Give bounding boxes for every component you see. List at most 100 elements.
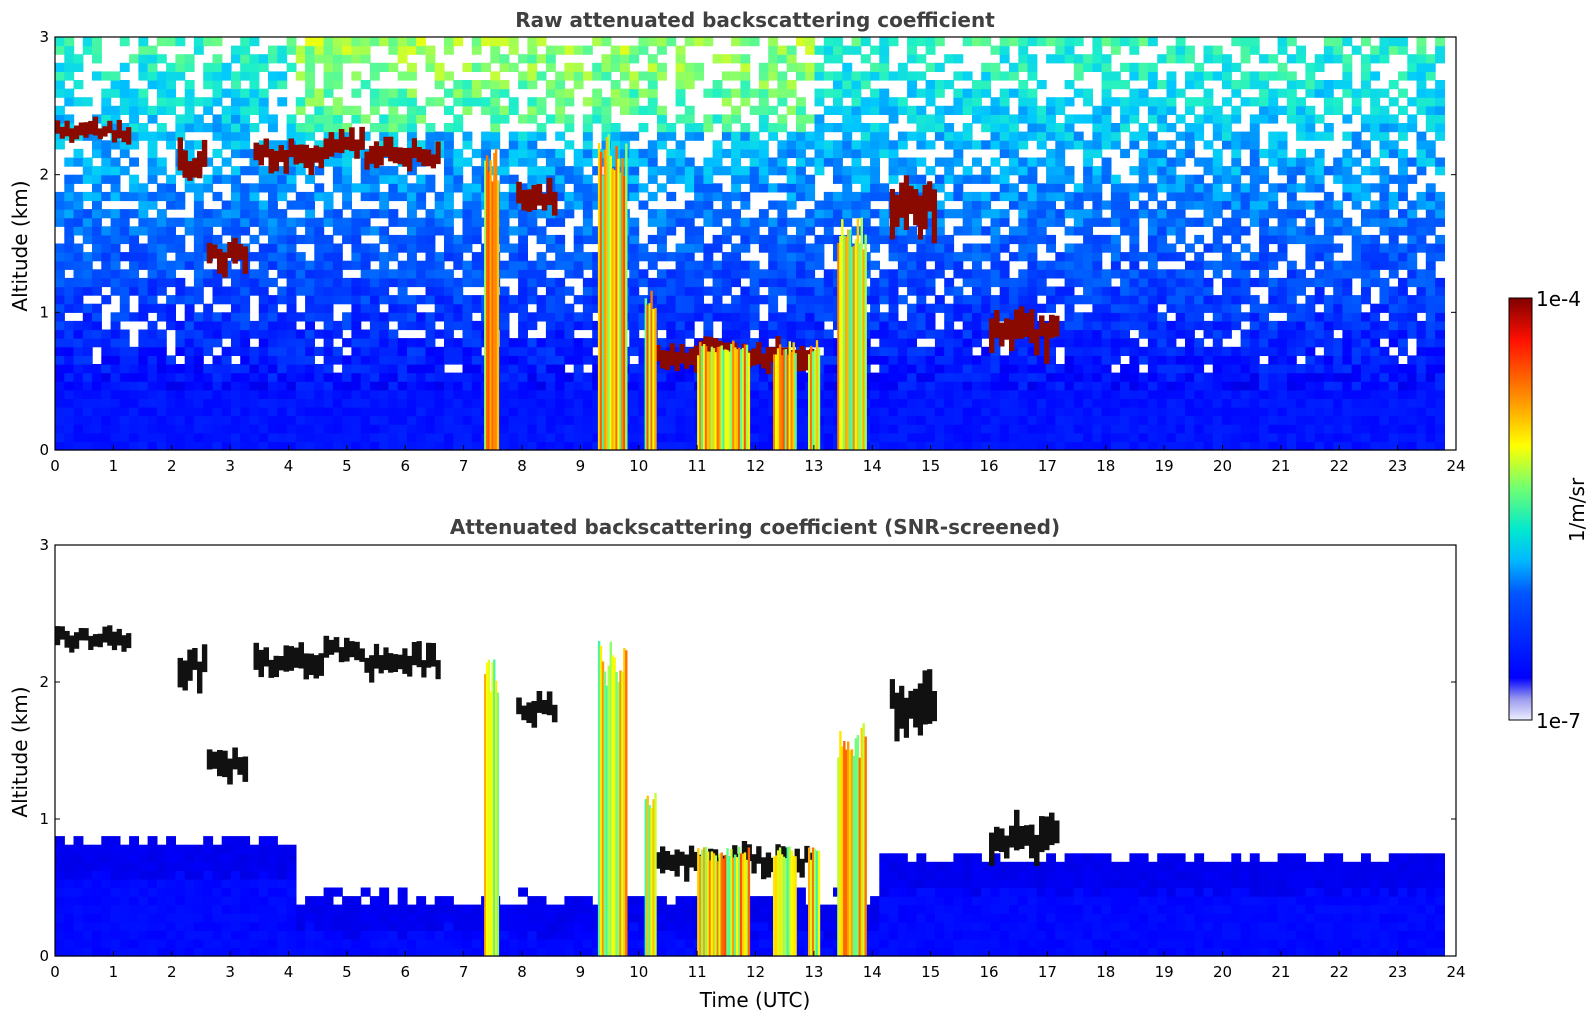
- field-cell: [166, 260, 176, 270]
- field-cell: [379, 131, 390, 141]
- field-cell: [814, 166, 825, 176]
- field-cell: [82, 174, 93, 184]
- field-cell: [1110, 131, 1121, 141]
- field-cell: [203, 407, 214, 417]
- field-cell: [332, 407, 343, 417]
- field-cell: [962, 243, 973, 253]
- field-cell: [240, 140, 251, 150]
- field-cell: [379, 166, 390, 176]
- field-cell: [731, 329, 741, 339]
- field-cell: [92, 174, 102, 184]
- field-cell: [110, 166, 121, 176]
- field-cell: [1129, 260, 1140, 270]
- field-cell: [842, 123, 853, 133]
- field-cell: [369, 398, 380, 408]
- field-cell: [342, 148, 352, 159]
- field-cell: [203, 226, 214, 236]
- field-cell: [82, 364, 93, 374]
- field-cell: [166, 243, 176, 253]
- field-cell: [675, 54, 686, 64]
- field-cell: [1009, 157, 1019, 167]
- field-cell: [1138, 123, 1149, 133]
- field-cell: [110, 381, 121, 391]
- field-cell: [203, 432, 214, 442]
- field-cell: [675, 381, 686, 391]
- field-cell: [1110, 243, 1121, 253]
- field-cell: [360, 183, 371, 193]
- field-cell: [721, 226, 732, 236]
- field-cell: [258, 303, 269, 313]
- field-cell: [1166, 277, 1177, 288]
- field-cell: [675, 114, 686, 124]
- field-cell: [332, 123, 343, 133]
- field-cell: [879, 71, 890, 81]
- field-cell: [629, 217, 640, 227]
- field-cell: [258, 389, 269, 399]
- field-cell: [1138, 157, 1149, 167]
- field-cell: [582, 71, 593, 81]
- field-cell: [425, 398, 436, 408]
- field-cell: [416, 37, 427, 47]
- field-cell: [1110, 71, 1121, 81]
- field-cell: [1277, 389, 1288, 399]
- field-cell: [203, 80, 214, 90]
- field-cell: [879, 441, 890, 451]
- field-cell: [397, 398, 408, 408]
- field-cell: [1036, 441, 1047, 451]
- field-cell: [1277, 355, 1288, 365]
- field-cell: [999, 415, 1010, 425]
- field-cell: [342, 200, 352, 210]
- field-cell: [425, 312, 436, 322]
- field-cell: [1175, 234, 1186, 245]
- field-cell: [897, 71, 908, 81]
- field-cell: [758, 174, 769, 184]
- field-cell: [175, 123, 186, 133]
- field-cell: [1249, 329, 1260, 339]
- field-cell: [1231, 183, 1242, 193]
- field-cell: [582, 260, 593, 270]
- field-cell: [64, 372, 75, 382]
- field-cell: [55, 372, 65, 382]
- field-cell: [1231, 234, 1242, 245]
- field-cell: [592, 71, 603, 81]
- field-cell: [1231, 80, 1242, 90]
- field-cell: [212, 312, 223, 322]
- field-cell: [471, 209, 482, 219]
- field-cell: [212, 71, 223, 81]
- field-cell: [1166, 97, 1177, 107]
- field-cell: [1009, 191, 1019, 202]
- field-cell: [1055, 441, 1066, 451]
- field-cell: [740, 234, 751, 245]
- field-cell: [1018, 62, 1029, 72]
- field-cell: [536, 389, 547, 399]
- field-cell: [1175, 200, 1186, 210]
- field-cell: [462, 424, 473, 434]
- field-cell: [786, 105, 797, 115]
- field-cell: [805, 338, 816, 348]
- field-cell: [277, 424, 288, 434]
- field-cell: [416, 243, 427, 253]
- field-cell: [1138, 432, 1149, 442]
- field-cell: [203, 123, 214, 133]
- field-cell: [1046, 295, 1056, 305]
- field-cell: [907, 415, 917, 425]
- field-cell: [119, 389, 130, 399]
- field-cell: [666, 123, 677, 133]
- field-cell: [805, 174, 816, 184]
- field-cell: [657, 277, 667, 288]
- field-cell: [972, 226, 982, 236]
- field-cell: [925, 80, 936, 90]
- field-cell: [184, 303, 195, 313]
- field-cell: [1194, 346, 1205, 356]
- field-cell: [675, 243, 686, 253]
- field-cell: [462, 157, 473, 167]
- field-cell: [879, 338, 890, 348]
- field-cell: [527, 398, 538, 408]
- field-cell: [675, 441, 686, 451]
- field-cell: [629, 45, 640, 55]
- field-cell: [962, 252, 973, 262]
- field-cell: [934, 329, 945, 339]
- field-cell: [823, 191, 834, 202]
- field-cell: [1110, 45, 1121, 55]
- field-cell: [1268, 234, 1279, 245]
